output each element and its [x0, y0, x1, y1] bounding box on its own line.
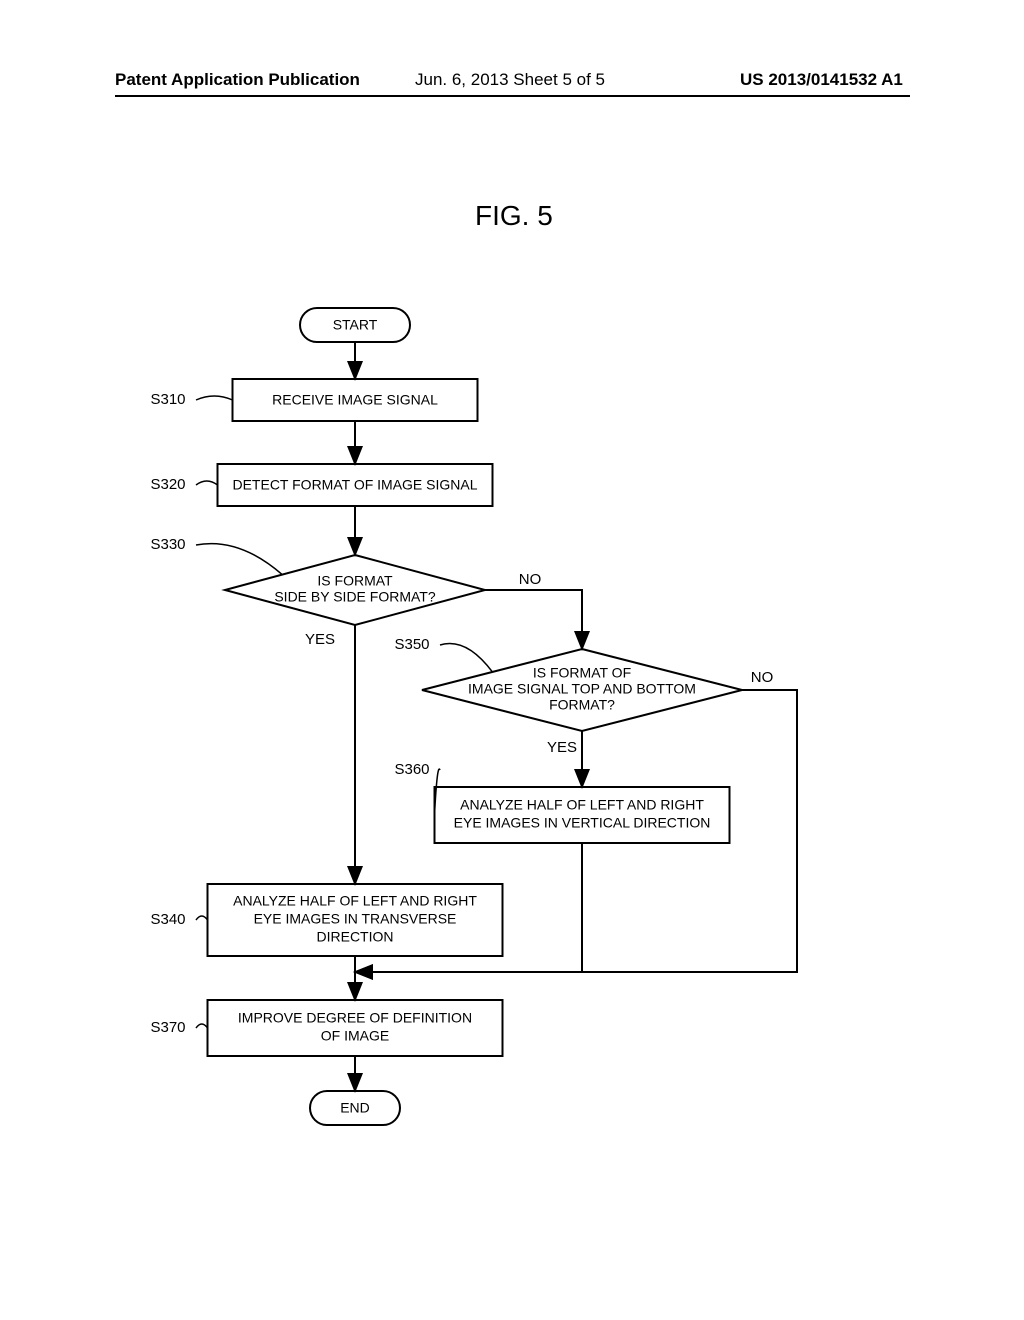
- terminator-label: START: [333, 317, 378, 333]
- process-label: DETECT FORMAT OF IMAGE SIGNAL: [232, 477, 477, 493]
- step-label: S360: [394, 761, 429, 778]
- flowchart-svg: START RECEIVE IMAGE SIGNAL S310 DETECT FORM…: [0, 0, 1024, 1320]
- process-label: IMPROVE DEGREE OF DEFINITION: [238, 1010, 472, 1026]
- process-label: ANALYZE HALF OF LEFT AND RIGHT: [460, 797, 704, 813]
- process-label: EYE IMAGES IN VERTICAL DIRECTION: [454, 815, 711, 831]
- step-label: S340: [150, 911, 185, 928]
- branch-label: NO: [751, 669, 774, 686]
- decision-label: SIDE BY SIDE FORMAT?: [274, 589, 436, 605]
- terminator-label: END: [340, 1100, 370, 1116]
- step-connector: [196, 916, 208, 920]
- decision-label: IS FORMAT OF: [533, 665, 631, 681]
- decision-label: IMAGE SIGNAL TOP AND BOTTOM: [468, 681, 696, 697]
- branch-label: YES: [305, 631, 335, 648]
- process-label: RECEIVE IMAGE SIGNAL: [272, 392, 438, 408]
- branch-label: NO: [519, 571, 542, 588]
- step-connector: [196, 396, 233, 400]
- step-connector: [440, 644, 492, 672]
- step-label: S330: [150, 536, 185, 553]
- step-label: S320: [150, 476, 185, 493]
- process-label: EYE IMAGES IN TRANSVERSE: [254, 911, 457, 927]
- decision-label: IS FORMAT: [317, 573, 393, 589]
- process-label: ANALYZE HALF OF LEFT AND RIGHT: [233, 893, 477, 909]
- step-connector: [196, 1024, 208, 1028]
- process-label: OF IMAGE: [321, 1028, 389, 1044]
- step-connector: [196, 481, 218, 485]
- branch-label: YES: [547, 739, 577, 756]
- process-label: DIRECTION: [317, 929, 394, 945]
- flow-arrow: [485, 590, 582, 649]
- page-container: Patent Application Publication Jun. 6, 2…: [0, 0, 1024, 1320]
- step-label: S350: [394, 636, 429, 653]
- step-connector: [196, 544, 282, 575]
- decision-label: FORMAT?: [549, 697, 615, 713]
- step-label: S310: [150, 391, 185, 408]
- step-label: S370: [150, 1019, 185, 1036]
